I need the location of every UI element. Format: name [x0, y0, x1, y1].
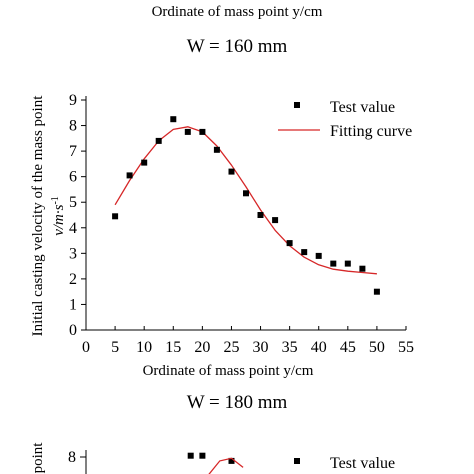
data-point	[373, 288, 380, 295]
data-point	[141, 159, 148, 166]
y-tick-label: 4	[69, 220, 77, 237]
data-point	[257, 212, 264, 218]
data-point	[344, 260, 351, 267]
data-point	[112, 213, 119, 220]
x-tick-label: 25	[223, 339, 239, 356]
x-tick-label: 20	[194, 339, 210, 356]
x-tick-label: 5	[111, 339, 119, 356]
data-point	[213, 146, 220, 153]
data-point	[199, 128, 206, 135]
x-tick-label: 10	[136, 339, 152, 356]
y-tick-label: 9	[69, 92, 77, 109]
legend-marker-test-value	[294, 102, 300, 108]
y-tick-label: 5	[69, 194, 77, 211]
data-point	[315, 252, 322, 259]
x-tick-label: 45	[340, 339, 356, 356]
chart-2-legend-marker	[294, 458, 300, 464]
data-point	[243, 190, 249, 197]
data-point	[184, 128, 191, 135]
x-tick-label: 30	[253, 339, 269, 356]
data-point	[155, 137, 162, 144]
fitting-curve	[114, 126, 377, 275]
chart-2-data-point	[187, 452, 194, 459]
chart-2-data-point	[199, 452, 206, 459]
chart-2-fitting-curve	[208, 457, 244, 474]
x-tick-label: 50	[369, 339, 385, 356]
chart-2-data-point	[228, 457, 235, 464]
x-tick-label: 15	[165, 339, 181, 356]
data-point	[359, 265, 366, 272]
legend-label-test-value: Test value	[330, 99, 395, 116]
data-point	[286, 240, 293, 247]
x-tick-label: 40	[311, 339, 327, 356]
y-tick-label: 0	[69, 322, 77, 339]
x-tick-label: 0	[82, 339, 90, 356]
chart-2-ytick-label: 8	[68, 449, 76, 466]
data-point	[228, 168, 235, 175]
chart-2-title: W = 180 mm	[186, 392, 288, 413]
legend-label-fitting-curve: Fitting curve	[330, 123, 412, 140]
chart-2-y-axis-label: point	[30, 442, 46, 474]
data-point	[272, 217, 279, 224]
y-axis-label-unit: v/m·s-1	[50, 196, 68, 236]
chart-1-title: W = 160 mm	[186, 36, 288, 57]
data-point	[301, 249, 308, 256]
chart-2-legend-label: Test value	[330, 455, 395, 472]
top-caption: Ordinate of mass point y/cm	[151, 4, 323, 20]
data-point	[330, 260, 337, 267]
y-tick-label: 6	[69, 169, 77, 186]
y-tick-label: 7	[69, 143, 77, 160]
y-tick-label: 1	[69, 296, 77, 313]
data-point	[170, 116, 177, 123]
y-tick-label: 2	[69, 271, 77, 288]
y-tick-label: 3	[69, 245, 77, 262]
y-tick-label: 8	[69, 118, 77, 135]
y-axis-label-main: Initial casting velocity of the mass poi…	[30, 95, 46, 337]
x-tick-label: 55	[398, 339, 414, 356]
x-axis-label: Ordinate of mass point y/cm	[143, 363, 314, 379]
data-point	[126, 172, 133, 179]
x-tick-label: 35	[282, 339, 298, 356]
